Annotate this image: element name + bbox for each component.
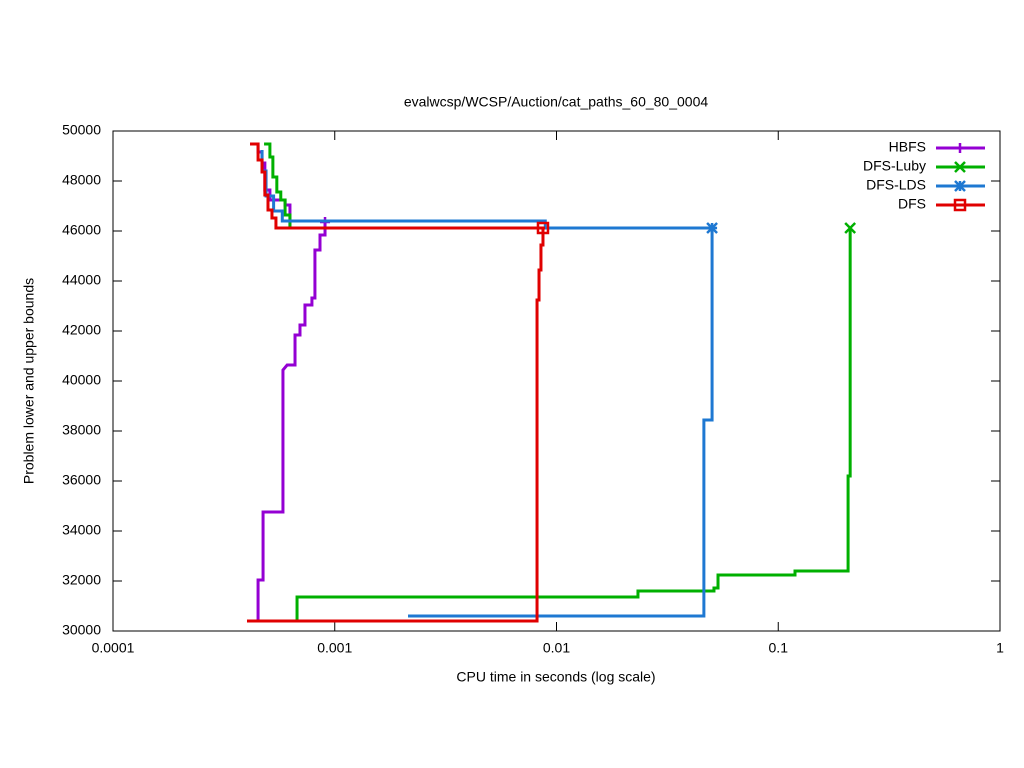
y-tick-label: 48000	[62, 172, 101, 188]
series-line	[246, 142, 546, 623]
y-tick-label: 32000	[62, 572, 101, 588]
series-line	[264, 142, 852, 621]
x-tick-label: 0.01	[543, 640, 570, 656]
y-tick-label: 50000	[62, 122, 101, 138]
legend-marker	[954, 161, 966, 173]
x-tick-label: 0.001	[317, 640, 352, 656]
marker	[536, 221, 550, 235]
y-tick-label: 44000	[62, 272, 101, 288]
y-tick-label: 46000	[62, 222, 101, 238]
x-axis-label: CPU time in seconds (log scale)	[456, 669, 655, 685]
x-tick-label: 0.0001	[92, 640, 135, 656]
y-tick-label: 34000	[62, 522, 101, 538]
marker	[844, 222, 857, 234]
y-tick-label: 30000	[62, 622, 101, 638]
legend-label: DFS-Luby	[863, 158, 926, 174]
legend-label: HBFS	[889, 139, 926, 155]
legend-label: DFS	[898, 196, 926, 212]
legend-label: DFS-LDS	[866, 177, 926, 193]
x-tick-label: 1	[996, 640, 1004, 656]
y-tick-label: 38000	[62, 422, 101, 438]
y-tick-label: 40000	[62, 372, 101, 388]
y-tick-label: 36000	[62, 472, 101, 488]
y-tick-label: 42000	[62, 322, 101, 338]
x-tick-label: 0.1	[769, 640, 789, 656]
legend-marker	[953, 198, 967, 212]
marker	[706, 222, 718, 234]
legend-marker	[954, 180, 966, 192]
legend-marker	[955, 143, 965, 153]
chart-title: evalwcsp/WCSP/Auction/cat_paths_60_80_00…	[404, 94, 709, 110]
y-axis-label: Problem lower and upper bounds	[21, 278, 37, 484]
